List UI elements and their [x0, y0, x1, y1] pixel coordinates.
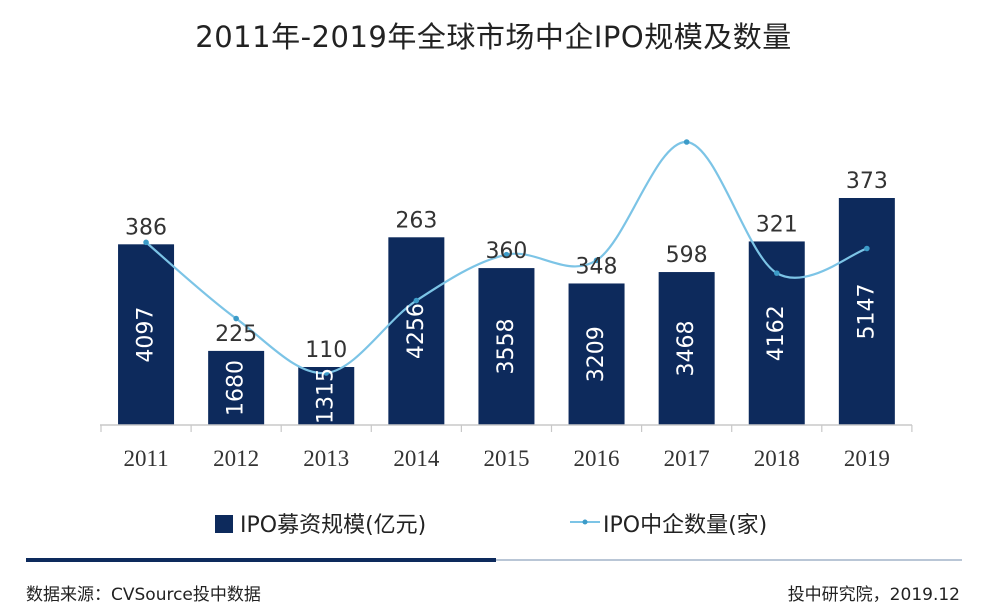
legend-line-label: IPO中企数量(家): [603, 513, 767, 538]
legend: IPO募资规模(亿元) IPO中企数量(家): [215, 513, 767, 538]
footer-rule-light: [496, 559, 962, 561]
bar-2019: [838, 198, 895, 425]
count-point-2012: [233, 315, 239, 322]
count-point-2011: [143, 239, 149, 246]
footer-rule-dark: [26, 558, 496, 562]
bar-value-label-2018: 4162: [764, 305, 789, 361]
count-point-2015: [503, 251, 510, 258]
count-label-2016: 348: [576, 254, 618, 279]
bar-value-label-2012: 1680: [224, 360, 249, 416]
count-label-2013: 110: [305, 338, 347, 363]
legend-bar-label: IPO募资规模(亿元): [240, 513, 426, 538]
x-label-2016: 2016: [574, 446, 620, 471]
bar-value-label-2016: 3209: [584, 326, 609, 382]
x-label-2017: 2017: [664, 446, 710, 471]
x-label-2015: 2015: [483, 446, 529, 471]
count-point-2018: [773, 270, 780, 276]
source-note: 数据来源：CVSource投中数据: [26, 585, 261, 605]
x-label-2012: 2012: [213, 446, 259, 471]
count-point-2014: [413, 297, 420, 304]
bar-group: [118, 198, 895, 425]
count-point-2019: [864, 245, 870, 252]
count-label-2018: 321: [756, 212, 798, 237]
count-line: [145, 140, 868, 375]
bar-2012: [208, 350, 265, 425]
count-label-2012: 225: [215, 322, 257, 347]
x-label-2018: 2018: [754, 446, 800, 471]
x-label-2014: 2014: [393, 446, 440, 471]
bar-2016: [568, 283, 625, 425]
count-point-2013: [323, 370, 330, 376]
count-point-2016: [593, 257, 600, 264]
bar-2017: [658, 272, 715, 425]
x-label-2013: 2013: [303, 446, 349, 471]
count-label-2019: 373: [846, 169, 888, 194]
bar-2014: [388, 237, 445, 425]
bar-value-label-2011: 4097: [134, 307, 159, 363]
labels: 2011 386 4097 2012 225 1680 2013 110 1315 2014 263…: [123, 169, 889, 471]
bar-value-label-2019: 5147: [854, 284, 879, 340]
legend-line-marker: [582, 519, 588, 525]
x-ticks: [100, 425, 913, 432]
bar-2011: [118, 244, 175, 425]
count-point-2017: [683, 139, 690, 145]
x-label-2019: 2019: [844, 446, 890, 471]
count-label-2015: 360: [485, 239, 527, 264]
bar-value-label-2014: 4256: [404, 303, 429, 359]
bar-value-label-2017: 3468: [674, 321, 699, 377]
bar-2015: [478, 268, 535, 425]
bar-value-label-2015: 3558: [494, 319, 519, 375]
count-label-2011: 386: [125, 215, 167, 240]
count-label-2017: 598: [666, 243, 708, 268]
bar-value-label-2013: 1315: [314, 368, 339, 424]
count-label-2014: 263: [395, 208, 437, 233]
bar-2013: [298, 367, 355, 425]
line-layer: [143, 139, 870, 376]
x-label-2011: 2011: [123, 446, 168, 471]
chart-title: 2011年-2019年全球市场中企IPO规模及数量: [195, 20, 792, 54]
legend-bar-swatch: [215, 515, 233, 533]
credit-note: 投中研究院，2019.12: [787, 585, 960, 605]
